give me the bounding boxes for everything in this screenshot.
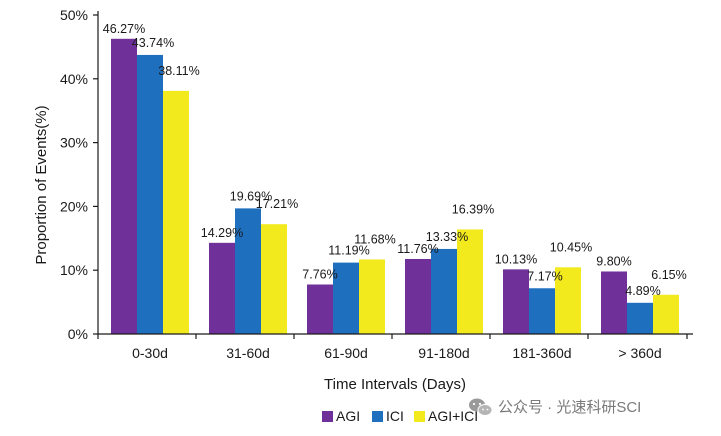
x-tick-label: 91-180d xyxy=(418,345,469,361)
x-tick-label: 181-360d xyxy=(512,345,571,361)
ticks-layer: 0-30d 31-60d 61-90d 91-180d 181-360d > 360d 0%… xyxy=(60,7,688,361)
data-label: 46.27% xyxy=(103,22,145,36)
bar-agi-ici-3 xyxy=(359,259,385,334)
y-tick-label: 30% xyxy=(60,135,88,151)
data-label: 14.29% xyxy=(201,226,243,240)
x-tick-label: 31-60d xyxy=(226,345,270,361)
y-tick-label: 50% xyxy=(60,7,88,23)
y-tick-label: 10% xyxy=(60,262,88,278)
bar-ici-3 xyxy=(333,262,359,334)
bar-agi-5 xyxy=(503,269,529,334)
bar-ici-4 xyxy=(431,248,457,334)
bar-agi-ici-1 xyxy=(163,90,189,334)
x-tick-label: > 360d xyxy=(618,345,661,361)
watermark-text: 公众号 · 光速科研SCI xyxy=(498,399,641,416)
data-labels-layer: 46.27%43.74% 38.11% 14.29% 19.69%17.21% 7.76… xyxy=(103,22,687,298)
data-label: 11.76% xyxy=(397,242,438,256)
legend-label: AGI xyxy=(336,408,360,424)
bar-agi-2 xyxy=(209,242,235,334)
data-label: 11.68% xyxy=(354,232,395,246)
data-label: 19.69% xyxy=(230,189,272,203)
data-label: 10.45% xyxy=(550,240,592,254)
legend-label: AGI+ICI xyxy=(428,408,478,424)
data-label: 4.89% xyxy=(625,284,660,298)
legend: AGI ICI AGI+ICI xyxy=(322,408,478,424)
axes-layer xyxy=(97,11,693,335)
bar-ici-2 xyxy=(235,208,261,334)
bar-ici-1 xyxy=(137,54,163,334)
data-label: 11.19% xyxy=(328,244,369,258)
data-label: 17.21% xyxy=(256,197,298,211)
y-tick-label: 0% xyxy=(68,326,88,342)
legend-label: ICI xyxy=(386,408,404,424)
wechat-icon xyxy=(469,398,493,416)
bar-agi-ici-2 xyxy=(261,224,287,334)
bar-agi-3 xyxy=(307,284,333,334)
data-label: 38.11% xyxy=(158,64,199,78)
x-axis-title: Time Intervals (Days) xyxy=(324,376,466,393)
data-label: 16.39% xyxy=(452,202,494,216)
bar-agi-ici-4 xyxy=(457,229,483,334)
bar-agi-ici-6 xyxy=(653,294,679,334)
legend-swatch xyxy=(372,411,383,422)
bar-ici-6 xyxy=(627,302,653,334)
data-label: 13.33% xyxy=(426,230,468,244)
data-label: 10.13% xyxy=(495,252,537,266)
data-label: 9.80% xyxy=(596,254,631,268)
x-tick-label: 61-90d xyxy=(324,345,368,361)
bar-agi-6 xyxy=(601,271,627,334)
watermark: 公众号 · 光速科研SCI xyxy=(469,398,641,416)
y-tick-label: 20% xyxy=(60,198,88,214)
bar-agi-4 xyxy=(405,258,431,334)
legend-swatch xyxy=(322,411,333,422)
bars-layer xyxy=(111,38,679,335)
legend-swatch xyxy=(414,411,425,422)
y-tick-label: 40% xyxy=(60,71,88,87)
y-axis-title: Proportion of Events(%) xyxy=(33,105,50,264)
data-label: 7.17% xyxy=(527,269,562,283)
data-label: 6.15% xyxy=(651,268,686,282)
bar-ici-5 xyxy=(529,288,555,334)
data-label: 43.74% xyxy=(132,36,174,50)
x-tick-label: 0-30d xyxy=(132,345,168,361)
bar-agi-1 xyxy=(111,38,137,335)
data-label: 7.76% xyxy=(302,267,337,281)
bar-agi-ici-5 xyxy=(555,267,581,334)
